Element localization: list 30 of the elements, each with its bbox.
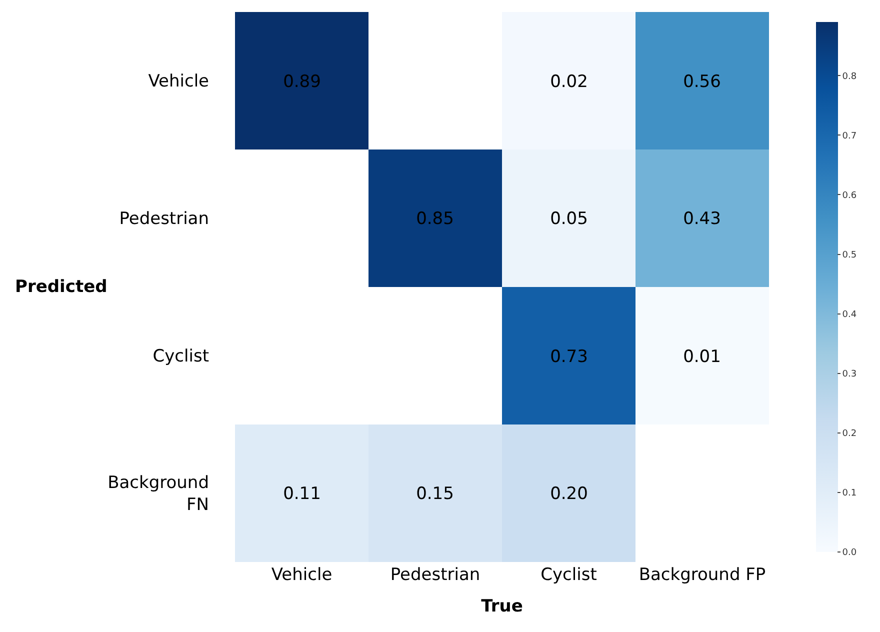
data-label: 0.05 (550, 208, 588, 229)
color-bar-label: 0.0 (842, 548, 857, 558)
color-bar-label: 0.1 (842, 488, 857, 499)
color-bar-label: 0.5 (842, 250, 857, 260)
color-bar-label: 0.2 (842, 429, 857, 440)
data-label: 0.85 (416, 208, 454, 229)
data-label: 0.01 (683, 346, 721, 367)
data-label: 0.56 (683, 72, 721, 92)
data-label: 0.20 (550, 484, 588, 504)
y-tick-label: Cyclist (152, 346, 210, 367)
x-axis-title: True (481, 596, 523, 616)
y-tick-label: Vehicle (148, 72, 209, 92)
x-tick-label: Vehicle (271, 565, 332, 585)
y-axis-title: Predicted (15, 277, 108, 297)
color-bar-label: 0.3 (842, 370, 857, 380)
data-label: 0.11 (283, 484, 321, 504)
x-tick-label: Background FP (638, 565, 766, 585)
color-bar-label: 0.6 (842, 190, 857, 201)
data-label: 0.43 (683, 208, 721, 229)
color-bar-label: 0.8 (842, 72, 857, 82)
data-label: 0.02 (550, 72, 588, 92)
data-label: 0.15 (416, 484, 454, 504)
data-label: 0.89 (283, 72, 321, 92)
data-label: 0.73 (550, 346, 588, 367)
color-bar-label: 0.4 (842, 310, 857, 320)
x-tick-label: Pedestrian (390, 565, 480, 585)
y-tick-label: Pedestrian (119, 209, 209, 230)
x-tick-label: Cyclist (540, 565, 598, 585)
y-tick-label: Background FN (108, 473, 209, 516)
color-bar-label: 0.7 (842, 131, 857, 142)
